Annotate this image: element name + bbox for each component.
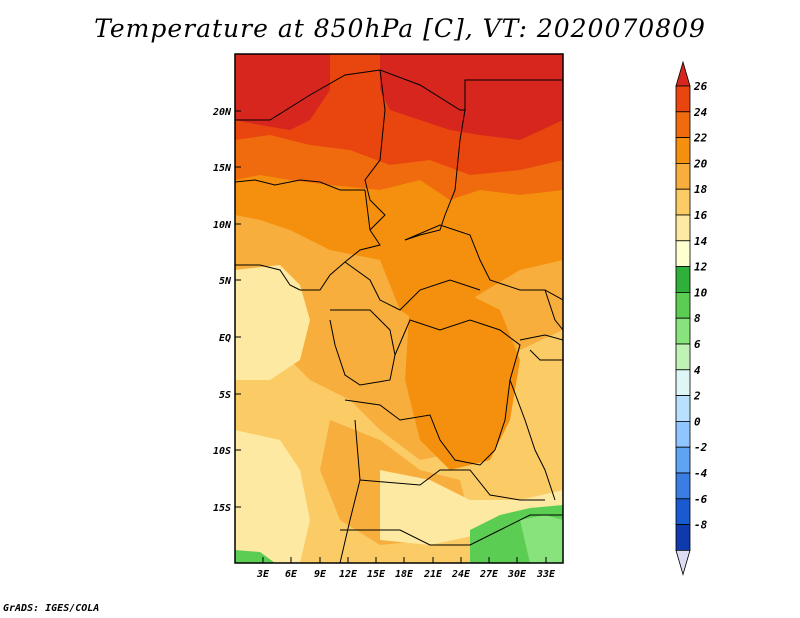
lat-label: 15S: [213, 503, 231, 514]
colorbar-swatch: [675, 472, 691, 500]
colorbar-swatch: [675, 343, 691, 371]
colorbar-label: 26: [693, 80, 708, 93]
lat-label: 15N: [213, 163, 232, 174]
colorbar-label: 20: [693, 157, 708, 170]
colorbar-swatch: [675, 240, 691, 268]
colorbar-swatch: [675, 291, 691, 319]
lon-label: 12E: [339, 569, 358, 580]
colorbar-label: 4: [694, 364, 701, 377]
lon-axis: 3E 6E 9E 12E 15E 18E 21E 24E 27E 30E 33E: [256, 557, 556, 580]
lon-label: 15E: [367, 569, 386, 580]
chart-title: Temperature at 850hPa [C], VT: 202007080…: [94, 14, 706, 43]
colorbar-label: -8: [694, 519, 708, 532]
lon-label: 33E: [536, 569, 556, 580]
lon-label: 3E: [256, 569, 270, 580]
lon-label: 9E: [314, 569, 327, 580]
temperature-field: [235, 54, 563, 563]
colorbar-swatch: [675, 266, 691, 293]
colorbar-swatch: [675, 498, 691, 525]
lat-label: 5N: [219, 276, 232, 287]
colorbar-label: 24: [693, 106, 708, 119]
lon-label: 30E: [507, 569, 527, 580]
colorbar-label: 0: [694, 415, 701, 428]
colorbar-swatch: [675, 395, 691, 422]
lat-label: 10N: [213, 220, 232, 231]
colorbar-label: 8: [694, 312, 701, 325]
lat-label: 5S: [219, 390, 231, 401]
country-borders: [235, 69, 563, 563]
colorbar-label: 12: [694, 261, 708, 274]
colorbar-label: 14: [694, 235, 708, 248]
colorbar-label: -4: [694, 467, 708, 480]
colorbar-swatch: [675, 60, 691, 87]
lat-label: EQ: [219, 333, 231, 344]
colorbar-label: 2: [693, 390, 701, 403]
lat-axis: 20N 15N 10N 5N EQ 5S 10S 15S: [212, 107, 241, 514]
colorbar-label: 16: [694, 209, 708, 222]
colorbar-swatch: [675, 550, 691, 576]
colorbar-swatch: [675, 188, 691, 216]
lon-label: 24E: [451, 569, 471, 580]
colorbar-swatch: [675, 369, 691, 396]
colorbar-swatch: [675, 524, 691, 551]
colorbar-label: 10: [694, 286, 708, 299]
colorbar-label: -2: [694, 441, 708, 454]
colorbar-swatch: [675, 137, 691, 164]
lat-label: 10S: [213, 446, 231, 457]
colorbar-swatch: [675, 420, 691, 448]
colorbar-swatch: [675, 85, 691, 113]
lon-label: 27E: [479, 569, 499, 580]
lat-label: 20N: [212, 107, 232, 118]
lon-label: 21E: [423, 569, 443, 580]
lon-label: 6E: [285, 569, 298, 580]
colorbar-swatch: [675, 162, 691, 190]
colorbar-swatch: [675, 446, 691, 474]
grads-credit: GrADS: IGES/COLA: [3, 603, 100, 614]
lon-label: 18E: [395, 569, 414, 580]
colorbar-label: 6: [694, 338, 701, 351]
map-frame: [234, 53, 564, 564]
colorbar-swatch: [675, 214, 691, 242]
colorbar-swatch: [675, 317, 691, 345]
colorbar-swatch: [675, 111, 691, 139]
colorbar-label: -6: [694, 493, 708, 506]
colorbar-label: 22: [693, 132, 708, 145]
colorbar-label: 18: [694, 183, 708, 196]
